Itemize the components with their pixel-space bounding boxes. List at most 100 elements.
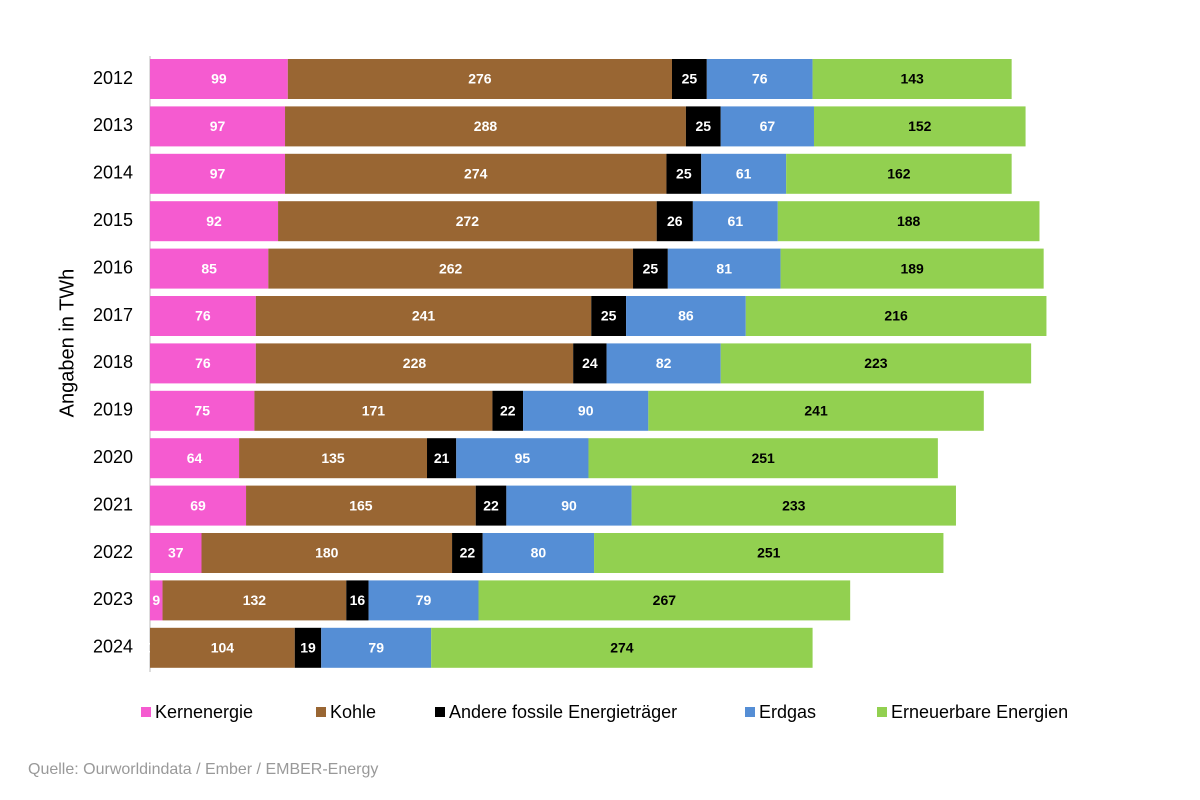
value-label: 262 — [439, 260, 463, 276]
bar-segment — [692, 201, 778, 242]
value-label: 135 — [321, 450, 345, 466]
value-label: 80 — [531, 545, 547, 561]
y-tick-label: 2016 — [93, 257, 133, 277]
value-label: 76 — [752, 71, 768, 87]
bar-segment — [626, 296, 746, 336]
legend-swatch — [745, 707, 755, 717]
bar-segment — [588, 438, 938, 479]
bar-segment — [478, 580, 851, 621]
value-label: 75 — [194, 403, 210, 419]
value-label: 79 — [368, 640, 384, 656]
bar-segment — [813, 106, 1026, 147]
bar-segment — [150, 627, 295, 668]
bar-segment — [255, 296, 592, 336]
bar-segment — [150, 248, 269, 289]
value-label: 274 — [610, 640, 634, 656]
bar-segment — [150, 201, 279, 242]
bar-segment — [648, 390, 984, 431]
value-label: 132 — [243, 592, 267, 608]
bar-segment — [268, 248, 634, 289]
y-tick-label: 2015 — [93, 210, 133, 230]
bar-segment — [255, 343, 574, 384]
bar-segment — [672, 59, 707, 99]
bar-segment — [720, 343, 1032, 384]
value-label: 25 — [676, 166, 692, 182]
bar-segment — [285, 153, 667, 194]
value-label: 228 — [403, 355, 427, 371]
value-label: 104 — [211, 640, 235, 656]
bar-segment — [346, 580, 369, 621]
bar-segment — [656, 201, 693, 242]
value-label: 25 — [682, 71, 698, 87]
value-label: 22 — [500, 403, 516, 419]
value-label: 276 — [468, 71, 492, 87]
bar-segment — [777, 201, 1040, 242]
value-label: 25 — [643, 260, 659, 276]
bar-segment — [786, 153, 1012, 194]
bar-segment — [246, 485, 476, 526]
y-axis-label: Angaben in TWh — [56, 269, 78, 418]
bar-segment — [201, 533, 453, 573]
bar-segment — [150, 106, 286, 147]
bar-segment — [745, 296, 1047, 336]
value-label: 216 — [884, 308, 908, 324]
bar-segment — [506, 485, 632, 526]
y-tick-label: 2014 — [93, 163, 133, 183]
bar-segment — [427, 438, 457, 479]
bar-segment — [150, 533, 202, 573]
legend-label: Erneuerbare Energien — [891, 702, 1068, 722]
value-label: 152 — [908, 118, 932, 134]
value-label: 288 — [474, 118, 498, 134]
bar-segment — [150, 296, 256, 336]
bar-segment — [631, 485, 956, 526]
value-label: 76 — [195, 308, 211, 324]
bar-segment — [720, 106, 814, 147]
y-tick-label: 2017 — [93, 305, 133, 325]
value-label: 143 — [900, 71, 924, 87]
value-label: 241 — [412, 308, 436, 324]
y-tick-label: 2019 — [93, 400, 133, 420]
bar-segment — [150, 438, 240, 479]
value-label: 233 — [782, 497, 806, 513]
value-label: 171 — [362, 403, 386, 419]
bar-segment — [492, 390, 524, 431]
bar-segment — [150, 343, 256, 384]
bar-segment — [475, 485, 507, 526]
bar-segment — [523, 390, 649, 431]
value-label: 21 — [434, 450, 450, 466]
bar-segment — [633, 248, 668, 289]
bar-segment — [294, 627, 322, 668]
value-label: 188 — [897, 213, 921, 229]
y-tick-label: 2024 — [93, 637, 133, 657]
value-label: 267 — [653, 592, 677, 608]
bar-segment — [667, 248, 781, 289]
bar-segment — [150, 59, 288, 99]
bar-segment — [254, 390, 493, 431]
value-label: 85 — [201, 260, 217, 276]
bar-segment — [150, 485, 247, 526]
bar-segment — [606, 343, 721, 384]
bar-segment — [780, 248, 1044, 289]
value-label: 9 — [152, 592, 160, 608]
value-label: 16 — [350, 592, 366, 608]
y-tick-label: 2023 — [93, 589, 133, 609]
legend-swatch — [141, 707, 151, 717]
value-label: 79 — [416, 592, 432, 608]
bar-segment — [368, 580, 479, 621]
value-label: 19 — [300, 640, 316, 656]
value-label: 37 — [168, 545, 184, 561]
value-label: 82 — [656, 355, 672, 371]
value-label: 251 — [751, 450, 775, 466]
legend-swatch — [435, 707, 445, 717]
y-tick-label: 2020 — [93, 447, 133, 467]
bar-segment — [666, 153, 702, 194]
legend-swatch — [316, 707, 326, 717]
legend-label: Kohle — [330, 702, 376, 722]
value-label: 22 — [483, 497, 499, 513]
value-label: 162 — [887, 166, 911, 182]
bar-segment — [482, 533, 595, 573]
bar-segment — [287, 59, 672, 99]
value-label: 97 — [210, 118, 226, 134]
value-label: 64 — [187, 450, 203, 466]
